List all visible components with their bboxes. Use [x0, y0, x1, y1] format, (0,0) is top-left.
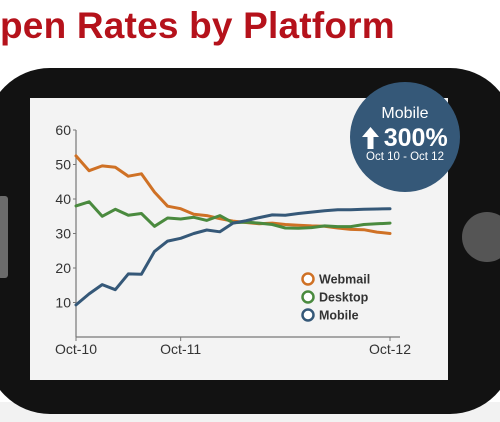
legend-label-mobile: Mobile — [319, 309, 359, 323]
badge-value-row: 300% — [350, 124, 460, 152]
y-tick-label: 40 — [55, 191, 71, 207]
x-tick-label: Oct-11 — [160, 341, 201, 357]
x-tick-label: Oct-10 — [55, 341, 97, 357]
badge-value: 300% — [383, 124, 448, 152]
phone-home-button — [462, 212, 500, 262]
badge-date-range: Oct 10 - Oct 12 — [366, 151, 444, 163]
chart-axes: 10 20 30 40 50 60 Oct-10 Oct-11 Oct-12 — [55, 122, 411, 357]
up-arrow-icon — [362, 127, 380, 149]
y-tick-label: 30 — [55, 226, 71, 242]
chart-legend: Webmail Desktop Mobile — [301, 272, 370, 323]
y-tick-label: 10 — [55, 295, 71, 311]
legend-label-desktop: Desktop — [319, 291, 369, 305]
legend-label-webmail: Webmail — [319, 273, 370, 287]
legend-marker-webmail — [301, 272, 315, 286]
y-tick-label: 60 — [55, 122, 71, 138]
chart-series — [74, 154, 392, 307]
x-tick-label: Oct-12 — [369, 341, 411, 357]
y-tick-label: 20 — [55, 260, 71, 276]
y-tick-label: 50 — [55, 157, 71, 173]
mobile-growth-badge: Mobile 300% Oct 10 - Oct 12 — [350, 82, 460, 192]
legend-marker-mobile — [301, 308, 315, 322]
series-line-mobile — [74, 207, 392, 307]
badge-title: Mobile — [381, 105, 429, 122]
legend-marker-desktop — [301, 290, 315, 304]
page-title: pen Rates by Platform — [0, 5, 395, 46]
phone-side-button — [0, 196, 8, 278]
